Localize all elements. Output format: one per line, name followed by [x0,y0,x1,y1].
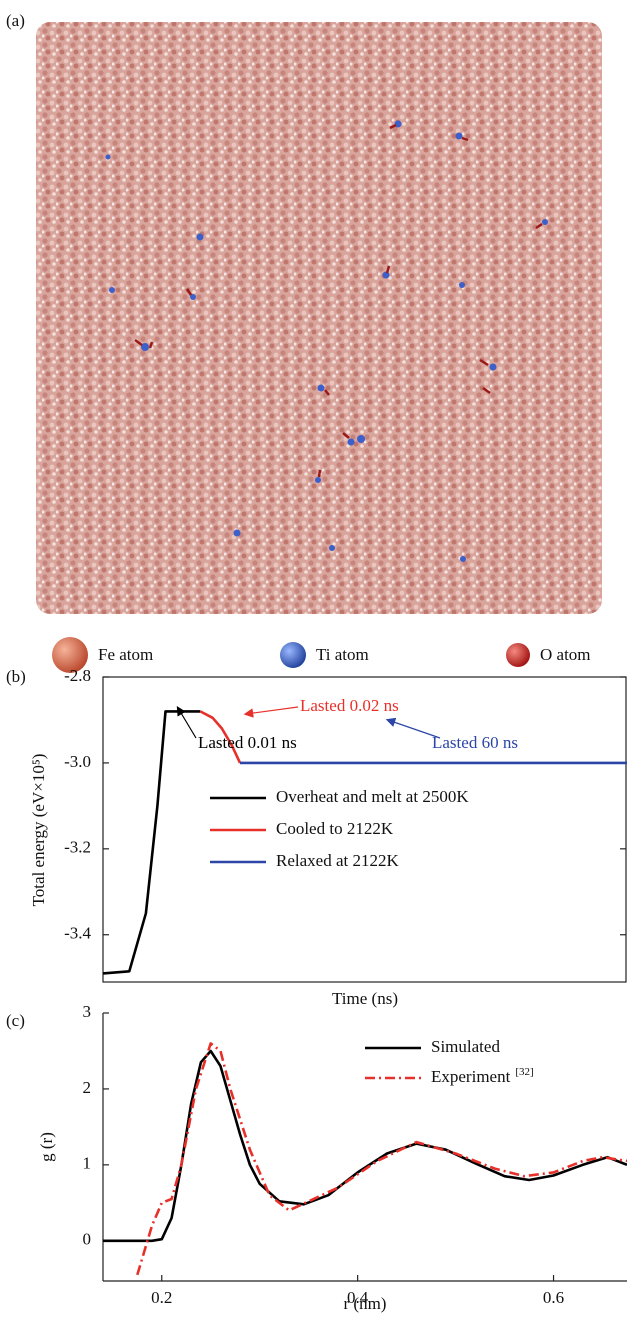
legend-name: Simulated [431,1037,500,1056]
legend-name: Experiment [431,1067,511,1086]
legend-label: Relaxed at 2122K [276,851,399,870]
legend-label: Fe atom [98,645,153,664]
y-tick-label: 0 [83,1230,92,1249]
y-tick-label: -3.4 [64,924,91,943]
y-tick-label: 2 [83,1078,92,1097]
y-tick-label: -3.0 [64,752,91,771]
legend-label: O atom [540,645,591,664]
y-tick-label: 3 [83,1002,92,1021]
data-line [103,1049,627,1243]
annotation: Lasted 60 ns [432,733,518,752]
legend-label: Ti atom [316,645,369,664]
x-tick-label: 0.4 [347,1288,369,1307]
annotation: Lasted 0.02 ns [300,696,399,715]
axis-frame [102,676,627,983]
legend-sphere [280,642,306,668]
panel-label: (c) [6,1011,25,1030]
legend-name: Overheat and melt at 2500K [276,787,469,806]
y-axis-label: g (r) [37,1132,56,1162]
legend-name: Cooled to 2122K [276,819,394,838]
legend-sphere [506,643,530,667]
legend-label: Simulated [431,1037,500,1056]
atom-snapshot [36,22,602,614]
y-tick-label: 1 [83,1154,92,1173]
annotation-arrow [243,706,299,718]
y-tick-label: -3.2 [64,838,91,857]
panel-label: (a) [6,11,25,30]
legend-label: Overheat and melt at 2500K [276,787,469,806]
legend-name: Relaxed at 2122K [276,851,399,870]
y-axis-label: Total energy (eV×10⁵) [29,754,48,907]
annotation-arrow [385,717,441,739]
legend-label: Experiment [32] [431,1066,534,1086]
x-tick-label: 0.2 [151,1288,172,1307]
y-tick-label: -2.8 [64,666,91,685]
x-axis-label: r (nm) [344,1294,387,1313]
data-line [199,710,242,764]
x-tick-label: 0.6 [543,1288,564,1307]
annotation-arrow [176,705,197,739]
x-axis-label: Time (ns) [332,989,398,1008]
panel-label: (b) [6,667,26,686]
legend-label: Cooled to 2122K [276,819,394,838]
legend-reference: [32] [515,1066,533,1078]
data-line [136,1042,627,1276]
legend-sphere [52,637,88,673]
data-line [102,710,201,975]
annotation: Lasted 0.01 ns [198,733,297,752]
